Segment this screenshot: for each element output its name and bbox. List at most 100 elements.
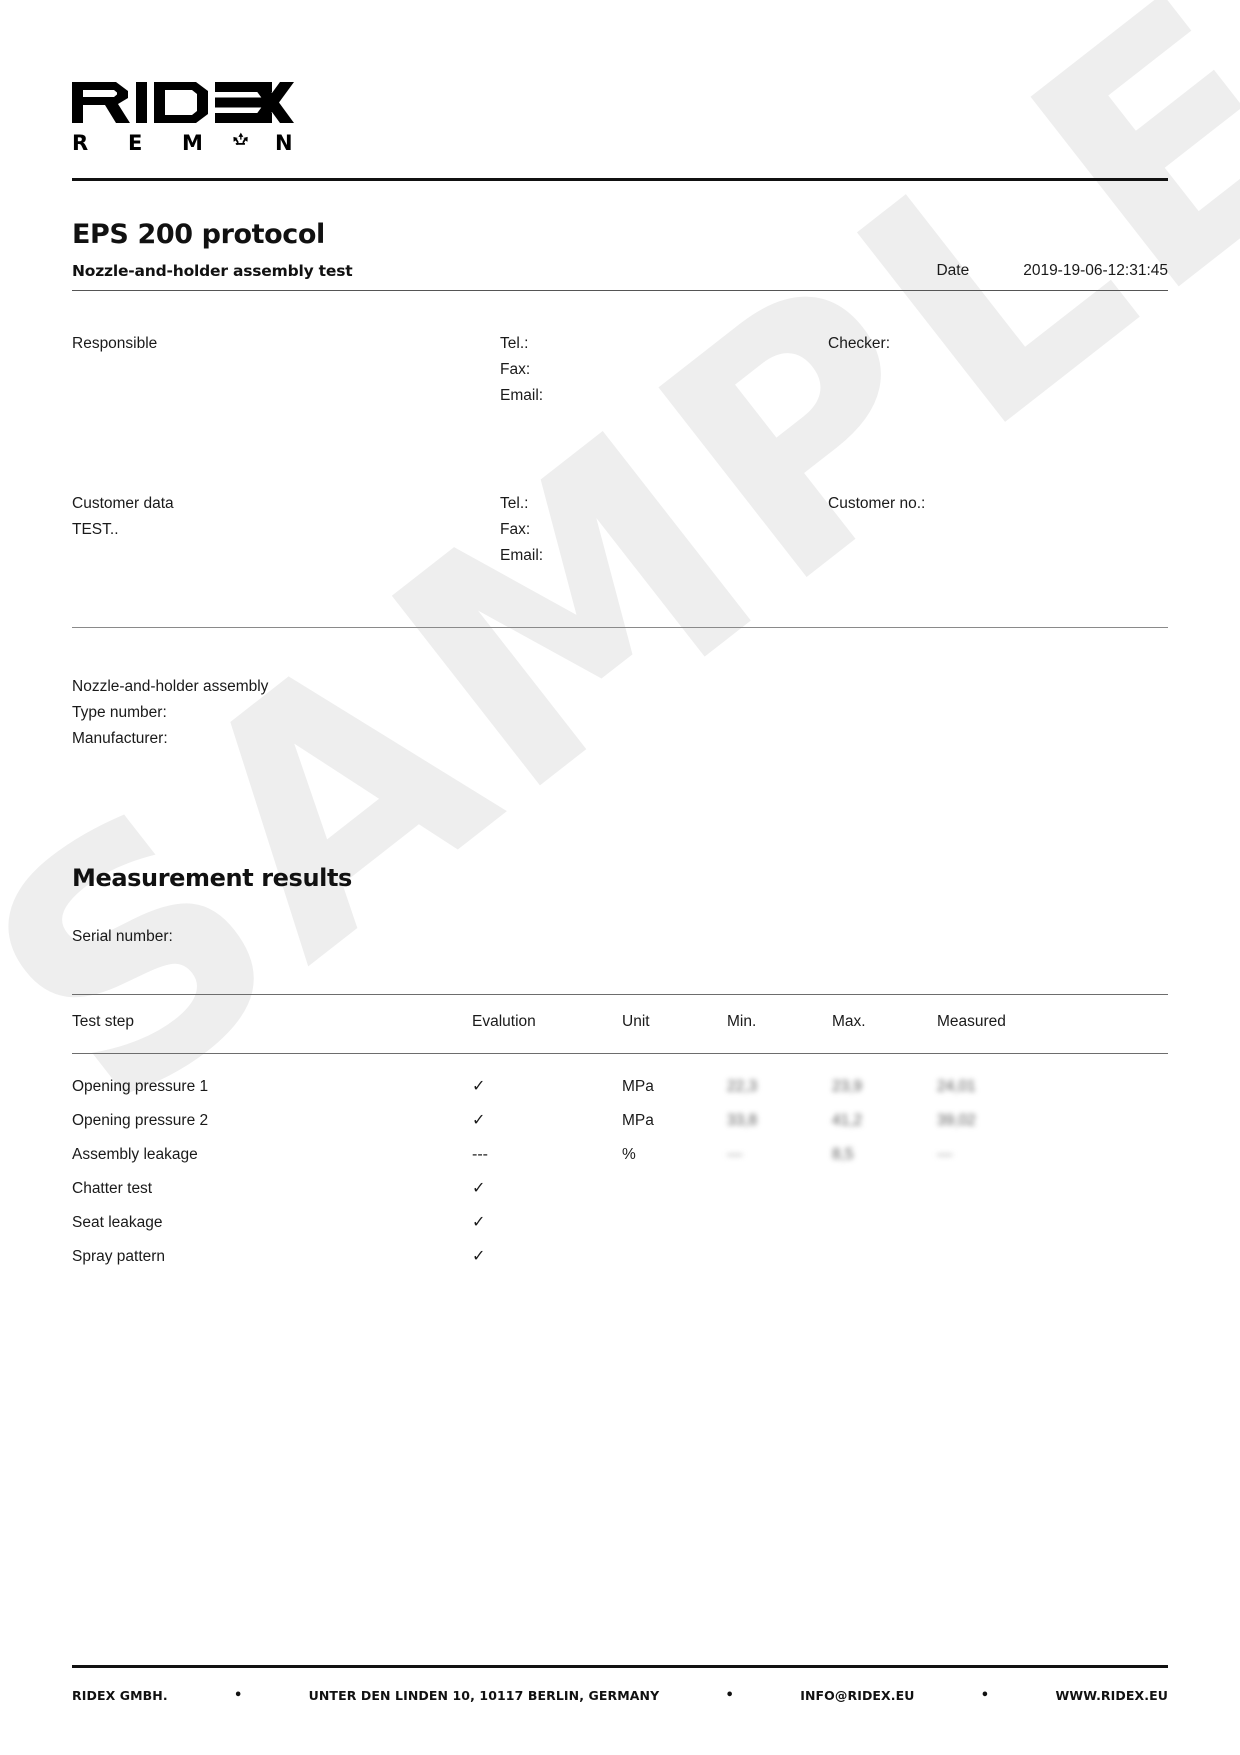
cell-test-step: Assembly leakage <box>72 1146 198 1163</box>
table-row: Opening pressure 1 ✓ MPa 22,3 23,9 24,01 <box>72 1054 1168 1105</box>
reman-submark-icon: R E M N <box>72 131 293 155</box>
cell-measured <box>937 1172 1168 1206</box>
cell-evaluation: ✓ <box>472 1214 486 1231</box>
table-head: Test step Evalution Unit Min. Max. Measu… <box>72 994 1168 1054</box>
cell-measured <box>937 1240 1168 1274</box>
column-header-test-step: Test step <box>72 994 472 1054</box>
date-group: Date 2019-19-06-12:31:45 <box>936 262 1168 280</box>
footer-separator: • <box>725 1688 734 1703</box>
cell-unit <box>622 1240 727 1274</box>
cell-evaluation: ✓ <box>472 1112 486 1129</box>
subtitle-row: Nozzle-and-holder assembly test Date 201… <box>72 262 1168 280</box>
footer-separator: • <box>980 1688 990 1703</box>
assembly-type-number: Type number: <box>72 704 167 721</box>
cell-unit <box>622 1206 727 1240</box>
cell-min <box>727 1172 832 1206</box>
customer-column: Customer data TEST.. <box>72 491 500 569</box>
date-value: 2019-19-06-12:31:45 <box>1023 262 1168 279</box>
column-header-evaluation: Evalution <box>472 994 622 1054</box>
cell-min: — <box>727 1138 832 1172</box>
cell-evaluation: ✓ <box>472 1248 486 1265</box>
responsible-block: Responsible Tel.: Fax: Email: Checker: <box>72 331 1168 409</box>
checker-column: Checker: <box>828 331 1168 409</box>
checker-label: Checker: <box>828 335 891 352</box>
cell-max <box>832 1172 937 1206</box>
cell-min: 33,8 <box>727 1104 832 1138</box>
submark-letter-r: R <box>72 131 88 155</box>
date-label: Date <box>936 262 970 279</box>
customer-tel-label: Tel.: <box>500 495 529 512</box>
customer-name: TEST.. <box>72 521 119 538</box>
column-header-measured: Measured <box>937 994 1168 1054</box>
cell-measured: 24,01 <box>937 1054 1168 1105</box>
cell-min <box>727 1206 832 1240</box>
ridex-logo: R E M N <box>72 0 1168 181</box>
cell-evaluation: ✓ <box>472 1078 486 1095</box>
title-divider <box>72 290 1168 291</box>
ridex-wordmark-icon <box>72 82 294 123</box>
checker-value <box>828 357 1168 383</box>
footer-company: RIDEX GMBH. <box>72 1688 168 1703</box>
redacted-value: 23,9 <box>832 1078 863 1095</box>
page-title: EPS 200 protocol <box>72 219 325 250</box>
recycle-icon <box>233 132 248 146</box>
redacted-value: — <box>937 1146 953 1163</box>
cell-max: 23,9 <box>832 1054 937 1105</box>
responsible-label: Responsible <box>72 335 158 352</box>
column-header-unit: Unit <box>622 994 727 1054</box>
cell-unit: MPa <box>622 1112 654 1129</box>
assembly-block: Nozzle-and-holder assembly Type number: … <box>72 674 1168 752</box>
customer-data-label: Customer data <box>72 495 174 512</box>
measurement-results-heading: Measurement results <box>72 864 352 892</box>
customer-spacer <box>72 543 500 569</box>
table-row: Seat leakage ✓ <box>72 1206 1168 1240</box>
cell-max <box>832 1240 937 1274</box>
redacted-value: 22,3 <box>727 1078 758 1095</box>
column-header-min: Min. <box>727 994 832 1054</box>
cell-measured: — <box>937 1138 1168 1172</box>
table-body: Opening pressure 1 ✓ MPa 22,3 23,9 24,01… <box>72 1054 1168 1275</box>
cell-test-step: Opening pressure 1 <box>72 1078 209 1095</box>
assembly-manufacturer: Manufacturer: <box>72 730 168 747</box>
responsible-email-label: Email: <box>500 387 544 404</box>
responsible-contact-column: Tel.: Fax: Email: <box>500 331 828 409</box>
customer-no-value <box>828 517 1168 543</box>
column-header-max: Max. <box>832 994 937 1054</box>
cell-min <box>727 1240 832 1274</box>
submark-letter-n: N <box>275 131 293 155</box>
cell-max: 8,5 <box>832 1138 937 1172</box>
cell-test-step: Seat leakage <box>72 1214 163 1231</box>
document-content: R E M N EPS 200 protocol Nozzle-and-h <box>72 0 1168 1274</box>
logo-divider <box>72 178 1168 181</box>
customer-fax-label: Fax: <box>500 521 531 538</box>
redacted-value: 33,8 <box>727 1112 758 1129</box>
cell-evaluation: --- <box>472 1146 488 1163</box>
customer-contact-column: Tel.: Fax: Email: <box>500 491 828 569</box>
footer-website[interactable]: WWW.RIDEX.EU <box>1055 1688 1168 1703</box>
table-row: Chatter test ✓ <box>72 1172 1168 1206</box>
responsible-fax-label: Fax: <box>500 361 531 378</box>
footer-divider <box>72 1665 1168 1668</box>
footer-email[interactable]: INFO@RIDEX.EU <box>800 1688 915 1703</box>
responsible-spacer <box>72 383 500 409</box>
measurement-results-table: Test step Evalution Unit Min. Max. Measu… <box>72 994 1168 1274</box>
footer-separator: • <box>233 1688 243 1703</box>
table-row: Spray pattern ✓ <box>72 1240 1168 1274</box>
cell-test-step: Spray pattern <box>72 1248 166 1265</box>
responsible-column: Responsible <box>72 331 500 409</box>
cell-measured: 39,02 <box>937 1104 1168 1138</box>
footer-address: UNTER DEN LINDEN 10, 10117 BERLIN, GERMA… <box>308 1688 660 1703</box>
footer-row: RIDEX GMBH. • UNTER DEN LINDEN 10, 10117… <box>72 1688 1168 1703</box>
cell-test-step: Chatter test <box>72 1180 153 1197</box>
responsible-value <box>72 357 500 383</box>
cell-unit <box>622 1172 727 1206</box>
page-footer: RIDEX GMBH. • UNTER DEN LINDEN 10, 10117… <box>72 1665 1168 1703</box>
table-row: Assembly leakage --- % — 8,5 — <box>72 1138 1168 1172</box>
assembly-title: Nozzle-and-holder assembly <box>72 678 269 695</box>
cell-unit: % <box>622 1146 636 1163</box>
cell-max <box>832 1206 937 1240</box>
customer-block: Customer data TEST.. Tel.: Fax: Email: C… <box>72 491 1168 569</box>
customer-no-column: Customer no.: <box>828 491 1168 569</box>
customer-email-label: Email: <box>500 547 544 564</box>
